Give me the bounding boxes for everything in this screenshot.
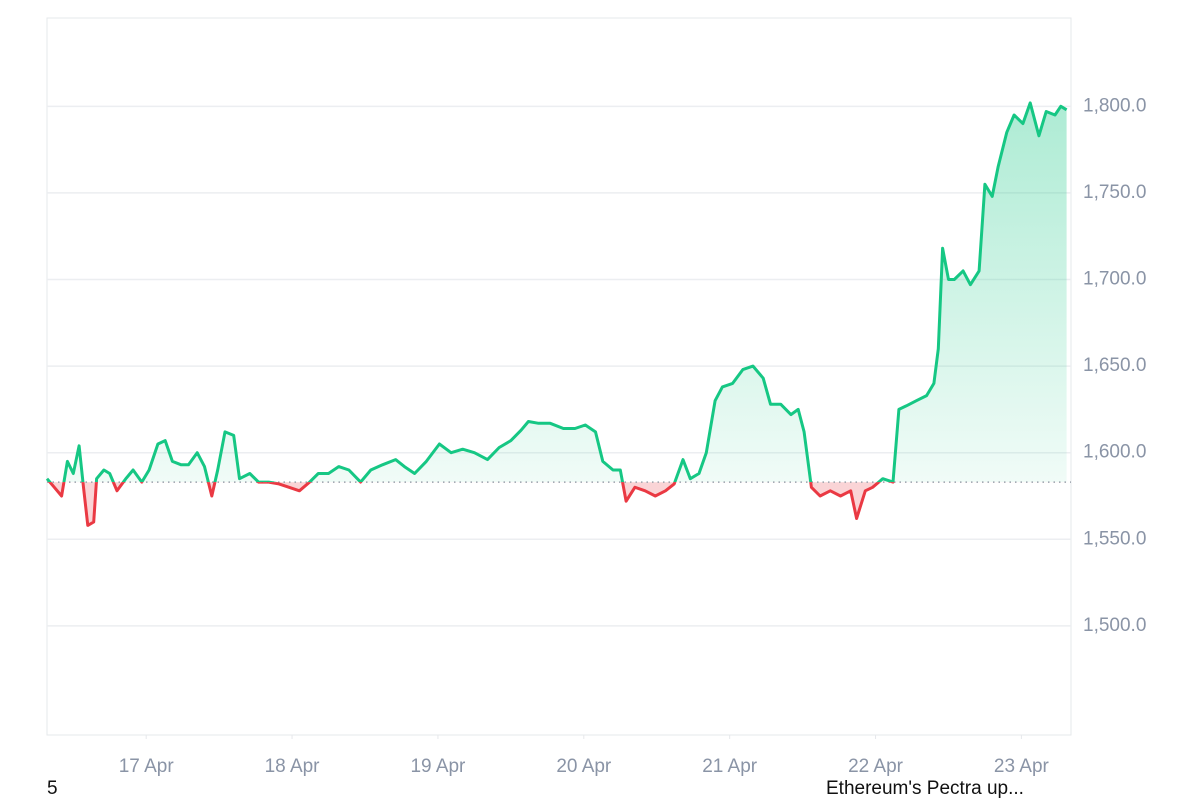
x-tick-label: 21 Apr <box>702 756 758 777</box>
plot: 1,500.0 1,550.0 1,600.0 1,650.0 1,700.0 1,750… <box>45 95 1146 777</box>
plot-frame <box>46 17 1072 736</box>
x-tick-label: 19 Apr <box>410 756 466 777</box>
y-tick-label: 1,700.0 <box>1083 269 1146 290</box>
y-tick-label: 1,800.0 <box>1083 95 1146 116</box>
news-headline[interactable]: Ethereum's Pectra up... <box>826 778 1024 799</box>
x-tick-label: 23 Apr <box>994 756 1050 777</box>
y-tick-label: 1,750.0 <box>1083 182 1146 203</box>
x-tick-label: 20 Apr <box>556 756 612 777</box>
area-above <box>47 102 1067 483</box>
price-line <box>45 101 1068 483</box>
y-tick-label: 1,650.0 <box>1083 355 1146 376</box>
y-tick-label: 1,500.0 <box>1083 615 1146 636</box>
y-tick-label: 1,550.0 <box>1083 528 1146 549</box>
footer-left: 5 <box>47 778 58 799</box>
x-tick-label: 18 Apr <box>265 756 321 777</box>
y-tick-label: 1,600.0 <box>1083 442 1146 463</box>
x-tick-label: 17 Apr <box>119 756 175 777</box>
x-tick-label: 22 Apr <box>848 756 904 777</box>
